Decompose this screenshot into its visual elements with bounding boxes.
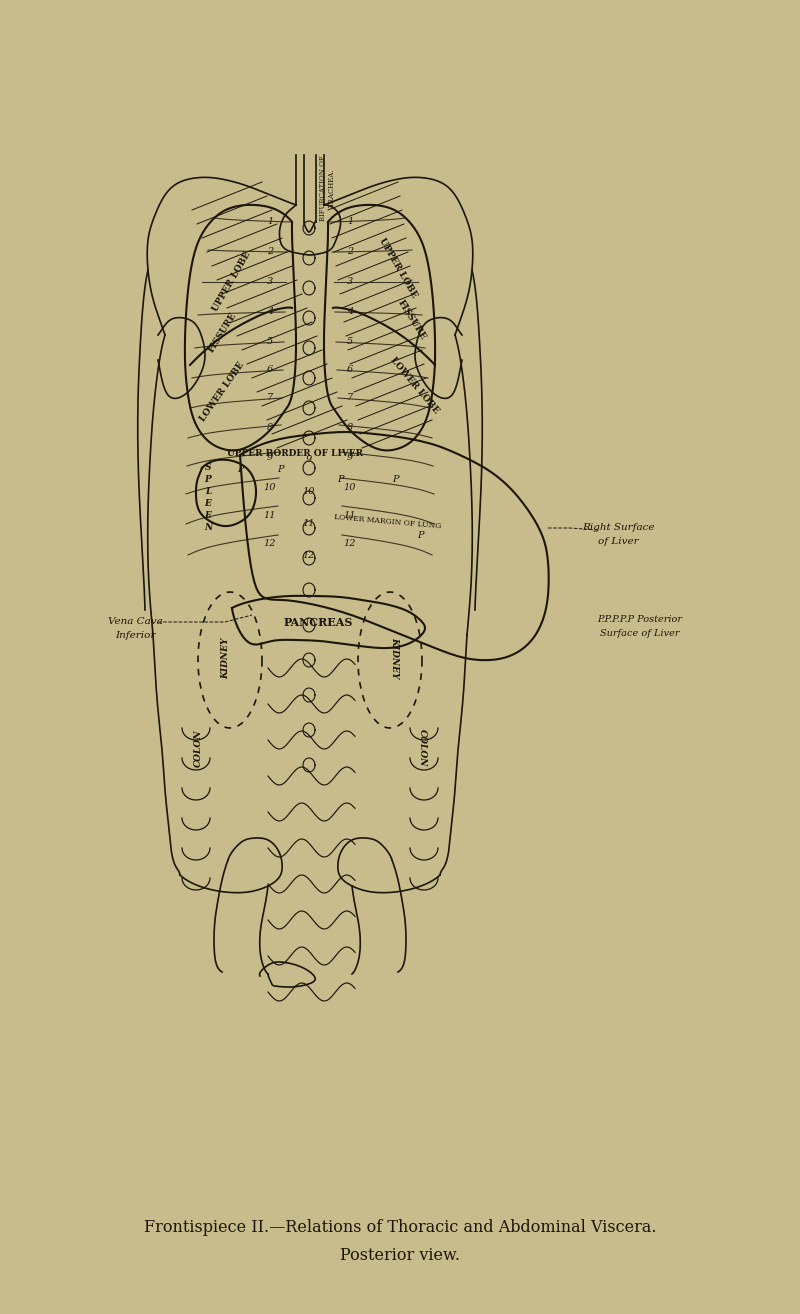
Text: 12: 12: [344, 540, 356, 548]
Text: TRACHEA.: TRACHEA.: [328, 168, 336, 208]
Text: E: E: [205, 499, 211, 509]
Text: 11: 11: [344, 511, 356, 520]
Text: PANCREAS: PANCREAS: [283, 616, 353, 628]
Text: P: P: [205, 476, 211, 485]
Text: 8: 8: [347, 423, 353, 432]
Text: 1: 1: [347, 218, 353, 226]
Text: LOWER LOBE: LOWER LOBE: [198, 360, 246, 423]
Text: P: P: [277, 465, 283, 474]
Text: FISSURE: FISSURE: [396, 298, 428, 342]
Text: 5: 5: [347, 338, 353, 347]
Text: Frontispiece II.—Relations of Thoracic and Abdominal Viscera.: Frontispiece II.—Relations of Thoracic a…: [144, 1219, 656, 1236]
Text: E: E: [205, 511, 211, 520]
Text: COLON: COLON: [418, 729, 426, 767]
Text: UPPER LOBE: UPPER LOBE: [211, 251, 253, 314]
Text: KIDNEY: KIDNEY: [390, 637, 399, 679]
Text: Right Surface: Right Surface: [582, 523, 654, 532]
Text: UPPER LOBE: UPPER LOBE: [378, 237, 418, 300]
Text: 7: 7: [267, 393, 273, 402]
Text: 10: 10: [344, 484, 356, 493]
Text: LOWER MARGIN OF LUNG: LOWER MARGIN OF LUNG: [334, 514, 442, 531]
Text: 2: 2: [347, 247, 353, 256]
Text: N: N: [204, 523, 212, 532]
Text: 2: 2: [267, 247, 273, 256]
Text: of Liver: of Liver: [598, 537, 638, 547]
Text: Posterior view.: Posterior view.: [340, 1247, 460, 1264]
Text: 7: 7: [347, 393, 353, 402]
Text: Vena Cava: Vena Cava: [108, 618, 162, 627]
Text: P: P: [417, 531, 423, 540]
Text: 6: 6: [267, 365, 273, 374]
Text: 4: 4: [267, 307, 273, 317]
Text: 9: 9: [347, 453, 353, 463]
Text: L: L: [205, 487, 211, 497]
Text: 1: 1: [267, 218, 273, 226]
Text: 11: 11: [264, 511, 276, 520]
Text: S: S: [205, 464, 211, 473]
Text: KIDNEY: KIDNEY: [222, 637, 230, 679]
Text: 5: 5: [267, 338, 273, 347]
Text: P: P: [337, 476, 343, 485]
Text: COLON: COLON: [194, 729, 202, 767]
Text: LOWER LOBE: LOWER LOBE: [389, 355, 441, 415]
Text: 9: 9: [306, 456, 312, 465]
Text: 12: 12: [264, 540, 276, 548]
Text: 3: 3: [267, 277, 273, 286]
Text: 8: 8: [267, 423, 273, 432]
Text: Inferior: Inferior: [115, 632, 155, 640]
Text: 4: 4: [347, 307, 353, 317]
Text: P.P.P.P.P Posterior: P.P.P.P.P Posterior: [598, 615, 682, 624]
Text: 12: 12: [302, 552, 315, 561]
Text: 6: 6: [347, 365, 353, 374]
Text: FISSURE: FISSURE: [206, 310, 238, 353]
Text: BIFURCATION OF: BIFURCATION OF: [319, 155, 327, 221]
Text: Surface of Liver: Surface of Liver: [600, 629, 680, 639]
Text: P: P: [392, 476, 398, 485]
Text: 10: 10: [302, 487, 315, 497]
Text: 11: 11: [302, 519, 315, 528]
Text: UPPER BORDER OF LIVER: UPPER BORDER OF LIVER: [227, 448, 363, 457]
Text: P: P: [237, 465, 243, 474]
Text: 9: 9: [267, 453, 273, 463]
Text: 3: 3: [347, 277, 353, 286]
Text: 10: 10: [264, 484, 276, 493]
